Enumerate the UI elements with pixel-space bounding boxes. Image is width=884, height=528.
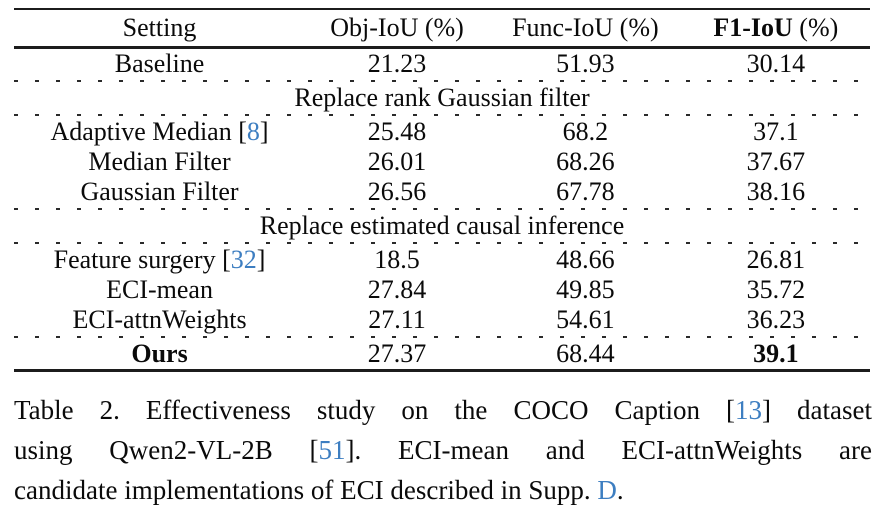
obj-iou-value: 25.48	[367, 117, 427, 146]
header-row: Setting Obj-IoU (%) Func-IoU (%) F1-IoU …	[14, 9, 870, 49]
func-iou-value: 68.2	[562, 117, 609, 146]
caption-text: candidate implementations of ECI describ…	[14, 475, 598, 505]
caption-line-2: using Qwen2-VL-2B [51]. ECI-mean and ECI…	[14, 430, 872, 470]
setting-label: Ours	[131, 339, 188, 368]
citation-link[interactable]: 51	[318, 435, 346, 465]
dotted-separator	[14, 79, 870, 83]
func-iou-value: 68.26	[556, 147, 615, 176]
caption-text: using Qwen2-VL-2B [	[14, 435, 319, 465]
dotted-separator	[14, 241, 870, 245]
setting-label: Gaussian Filter	[80, 177, 239, 206]
caption-text: .	[616, 475, 624, 505]
dotted-separator	[14, 335, 870, 339]
setting-label: Median Filter	[88, 147, 231, 176]
section-row-causal-inference: Replace estimated causal inference	[14, 211, 870, 241]
caption-line-1: Table 2. Effectiveness study on the COCO…	[14, 390, 872, 430]
results-table: Setting Obj-IoU (%) Func-IoU (%) F1-IoU …	[14, 8, 870, 372]
f1-iou-value: 37.1	[753, 117, 799, 146]
setting-cell: Gaussian Filter	[14, 177, 305, 207]
f1-iou-value: 35.72	[746, 275, 806, 304]
table-row-baseline: Baseline 21.23 51.93 30.14	[14, 48, 870, 80]
section-title: Replace estimated causal inference	[259, 211, 625, 240]
setting-cell: ECI-mean	[14, 275, 305, 305]
setting-cell: Ours	[14, 339, 305, 371]
setting-label: ECI-attnWeights	[72, 305, 247, 334]
obj-iou-value: 21.23	[367, 49, 427, 78]
table-row-gaussian-filter: Gaussian Filter 26.56 67.78 38.16	[14, 177, 870, 207]
obj-iou-value: 26.01	[367, 147, 427, 176]
setting-cell: Median Filter	[14, 147, 305, 177]
table-row-ours: Ours 27.37 68.44 39.1	[14, 339, 870, 371]
col-header-setting: Setting	[14, 9, 306, 49]
col-header-f1-bold: F1-IoU	[713, 13, 793, 42]
setting-label: Adaptive Median [	[50, 117, 247, 146]
dotted-rule	[14, 208, 870, 210]
table-row-adaptive-median: Adaptive Median [8] 25.48 68.2 37.1	[14, 117, 870, 147]
f1-iou-value: 39.1	[753, 339, 799, 368]
f1-iou-value: 38.16	[746, 177, 806, 206]
f1-iou-value: 26.81	[746, 245, 806, 274]
func-iou-value: 48.66	[556, 245, 615, 274]
caption-text: Table 2. Effectiveness study on the COCO…	[14, 395, 736, 425]
setting-label: ECI-mean	[106, 275, 213, 304]
setting-label: Baseline	[114, 49, 205, 78]
table-row-eci-attnweights: ECI-attnWeights 27.11 54.61 36.23	[14, 305, 870, 335]
setting-cell: Feature surgery [32]	[14, 245, 305, 275]
func-iou-value: 51.93	[556, 49, 615, 78]
caption-text: ]. ECI-mean and ECI-attnWeights are	[345, 435, 873, 465]
setting-cell: Adaptive Median [8]	[14, 117, 305, 147]
citation-link[interactable]: 8	[246, 117, 260, 146]
col-header-func-iou: Func-IoU (%)	[489, 9, 682, 49]
supp-link[interactable]: D	[597, 475, 617, 505]
dotted-separator	[14, 113, 870, 117]
col-header-f1-unit: (%)	[792, 13, 839, 42]
setting-label-suffix: ]	[259, 117, 269, 146]
obj-iou-value: 18.5	[374, 245, 420, 274]
setting-cell: ECI-attnWeights	[14, 305, 305, 335]
f1-iou-value: 37.67	[746, 147, 806, 176]
obj-iou-value: 27.11	[368, 305, 426, 334]
dotted-rule	[14, 242, 870, 244]
func-iou-value: 49.85	[556, 275, 615, 304]
f1-iou-value: 30.14	[746, 49, 806, 78]
dotted-rule	[14, 80, 870, 82]
table-row-eci-mean: ECI-mean 27.84 49.85 35.72	[14, 275, 870, 305]
citation-link[interactable]: 32	[230, 245, 257, 274]
table-caption: Table 2. Effectiveness study on the COCO…	[14, 390, 872, 510]
setting-label-suffix: ]	[256, 245, 266, 274]
func-iou-value: 68.44	[556, 339, 615, 368]
func-iou-value: 67.78	[556, 177, 615, 206]
dotted-separator	[14, 207, 870, 211]
col-header-obj-iou: Obj-IoU (%)	[305, 9, 490, 49]
setting-cell: Baseline	[14, 48, 305, 80]
func-iou-value: 54.61	[556, 305, 615, 334]
table-row-median-filter: Median Filter 26.01 68.26 37.67	[14, 147, 870, 177]
caption-line-3: candidate implementations of ECI describ…	[14, 470, 872, 510]
table-row-feature-surgery: Feature surgery [32] 18.5 48.66 26.81	[14, 245, 870, 275]
col-header-f1-iou: F1-IoU (%)	[681, 9, 870, 49]
section-title: Replace rank Gaussian filter	[294, 83, 590, 112]
caption-text: ] dataset	[762, 395, 872, 425]
obj-iou-value: 26.56	[367, 177, 427, 206]
f1-iou-value: 36.23	[746, 305, 806, 334]
section-row-rank-gaussian: Replace rank Gaussian filter	[14, 83, 870, 113]
obj-iou-value: 27.84	[367, 275, 427, 304]
citation-link[interactable]: 13	[735, 395, 763, 425]
setting-label: Feature surgery [	[53, 245, 231, 274]
dotted-rule	[14, 336, 870, 338]
dotted-rule	[14, 114, 870, 116]
obj-iou-value: 27.37	[367, 339, 427, 368]
